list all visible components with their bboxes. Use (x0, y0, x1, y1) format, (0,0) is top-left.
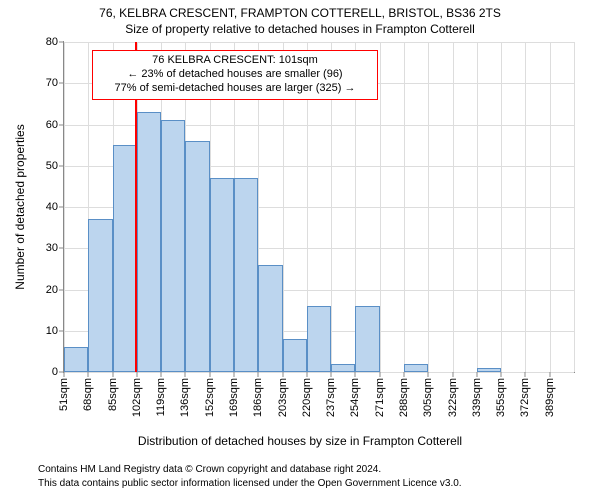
x-tick-mark (476, 372, 477, 377)
y-tick-label: 0 (52, 366, 58, 378)
x-tick-label: 203sqm (277, 378, 289, 417)
histogram-bar (307, 306, 331, 372)
x-tick-label: 288sqm (398, 378, 410, 417)
grid-line-h (64, 372, 574, 373)
grid-line-v (380, 42, 381, 372)
histogram-bar (185, 141, 209, 372)
x-tick-label: 220sqm (301, 378, 313, 417)
grid-line-v (477, 42, 478, 372)
x-tick-label: 152sqm (204, 378, 216, 417)
y-tick-label: 40 (46, 201, 58, 213)
x-tick-label: 136sqm (179, 378, 191, 417)
x-tick-mark (161, 372, 162, 377)
histogram-bar (355, 306, 379, 372)
x-tick-mark (282, 372, 283, 377)
histogram-bar (404, 364, 428, 372)
x-tick-label: 322sqm (447, 378, 459, 417)
x-tick-mark (355, 372, 356, 377)
histogram-bar (137, 112, 161, 372)
histogram-bar (113, 145, 137, 372)
grid-line-h (64, 42, 574, 43)
grid-line-v (428, 42, 429, 372)
x-tick-label: 271sqm (374, 378, 386, 417)
x-tick-mark (112, 372, 113, 377)
histogram-bar (210, 178, 234, 372)
x-tick-mark (306, 372, 307, 377)
histogram-bar (88, 219, 112, 372)
y-tick-label: 60 (46, 119, 58, 131)
x-tick-label: 51sqm (58, 378, 70, 411)
x-axis-title: Distribution of detached houses by size … (0, 434, 600, 448)
y-tick-label: 70 (46, 77, 58, 89)
grid-line-v (453, 42, 454, 372)
grid-line-v (550, 42, 551, 372)
title-line-2: Size of property relative to detached ho… (0, 22, 600, 36)
y-axis-title: Number of detached properties (13, 124, 27, 289)
x-tick-label: 237sqm (325, 378, 337, 417)
license-line-2: This data contains public sector informa… (38, 478, 600, 489)
x-tick-label: 389sqm (544, 378, 556, 417)
x-tick-mark (64, 372, 65, 377)
x-tick-mark (452, 372, 453, 377)
x-tick-mark (428, 372, 429, 377)
x-tick-mark (185, 372, 186, 377)
annotation-line-1: 76 KELBRA CRESCENT: 101sqm (99, 54, 371, 68)
y-tick-label: 20 (46, 284, 58, 296)
histogram-bar (283, 339, 307, 372)
x-tick-label: 305sqm (422, 378, 434, 417)
x-tick-mark (379, 372, 380, 377)
x-tick-label: 186sqm (252, 378, 264, 417)
x-tick-mark (209, 372, 210, 377)
chart-root: 76, KELBRA CRESCENT, FRAMPTON COTTERELL,… (0, 0, 600, 500)
x-tick-mark (404, 372, 405, 377)
x-tick-label: 372sqm (519, 378, 531, 417)
x-tick-mark (525, 372, 526, 377)
grid-line-v (501, 42, 502, 372)
histogram-bar (161, 120, 185, 372)
y-tick-label: 30 (46, 242, 58, 254)
grid-line-v (525, 42, 526, 372)
x-tick-mark (258, 372, 259, 377)
license-line-1: Contains HM Land Registry data © Crown c… (38, 464, 600, 475)
x-tick-mark (234, 372, 235, 377)
x-tick-label: 169sqm (228, 378, 240, 417)
histogram-bar (64, 347, 88, 372)
x-tick-label: 85sqm (107, 378, 119, 411)
x-tick-label: 102sqm (131, 378, 143, 417)
y-tick-label: 80 (46, 36, 58, 48)
histogram-bar (477, 368, 501, 372)
histogram-bar (234, 178, 258, 372)
x-tick-label: 355sqm (495, 378, 507, 417)
x-tick-label: 68sqm (82, 378, 94, 411)
grid-line-v (64, 42, 65, 372)
grid-line-v (574, 42, 575, 372)
annotation-line-3: 77% of semi-detached houses are larger (… (99, 82, 371, 96)
histogram-bar (331, 364, 355, 372)
grid-line-v (404, 42, 405, 372)
y-tick-label: 50 (46, 160, 58, 172)
x-tick-label: 254sqm (349, 378, 361, 417)
x-tick-mark (88, 372, 89, 377)
x-tick-label: 119sqm (155, 378, 167, 416)
y-tick-label: 10 (46, 325, 58, 337)
histogram-bar (258, 265, 282, 372)
x-tick-mark (501, 372, 502, 377)
x-tick-mark (549, 372, 550, 377)
x-tick-label: 339sqm (471, 378, 483, 417)
annotation-line-2: ← 23% of detached houses are smaller (96… (99, 68, 371, 82)
title-line-1: 76, KELBRA CRESCENT, FRAMPTON COTTERELL,… (0, 6, 600, 20)
x-tick-mark (331, 372, 332, 377)
annotation-box: 76 KELBRA CRESCENT: 101sqm← 23% of detac… (92, 50, 378, 100)
x-tick-mark (136, 372, 137, 377)
